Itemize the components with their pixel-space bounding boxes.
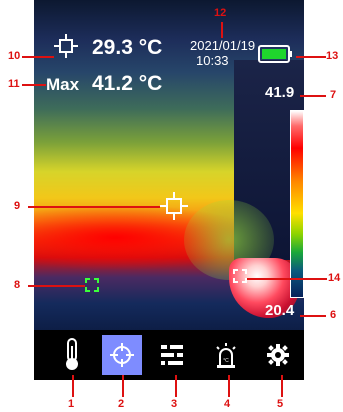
callout-line-9 xyxy=(28,206,160,208)
center-temperature: 29.3 °C xyxy=(92,36,163,59)
sliders-button[interactable] xyxy=(152,335,192,375)
center-crosshair-icon xyxy=(160,192,188,220)
time: 10:33 xyxy=(196,53,229,68)
battery-icon xyxy=(258,44,294,64)
callout-3: 3 xyxy=(171,398,178,410)
callout-12: 12 xyxy=(214,7,227,19)
settings-button[interactable] xyxy=(258,335,298,375)
callout-14: 14 xyxy=(328,272,341,284)
max-temperature: 41.2 °C xyxy=(92,72,163,95)
callout-line-14 xyxy=(247,278,327,280)
callout-line-11 xyxy=(22,84,46,86)
callout-line-10 xyxy=(22,56,54,58)
max-temperature-marker-icon xyxy=(233,269,247,283)
alarm-button[interactable]: °C xyxy=(206,335,246,375)
svg-text:°C: °C xyxy=(223,358,229,364)
center-crosshair-small-icon xyxy=(54,34,78,58)
alarm-icon: °C xyxy=(216,343,236,368)
scale-min: 20.4 xyxy=(265,302,295,319)
callout-line-12 xyxy=(221,22,223,38)
sliders-icon xyxy=(161,344,183,366)
callout-13: 13 xyxy=(326,50,339,62)
callout-line-13 xyxy=(296,56,326,58)
scale-max: 41.9 xyxy=(265,84,295,101)
callout-5: 5 xyxy=(277,398,284,410)
min-temperature-marker-icon xyxy=(85,278,99,292)
callout-4: 4 xyxy=(224,398,231,410)
thermometer-icon xyxy=(66,338,78,370)
callout-2: 2 xyxy=(118,398,125,410)
date: 2021/01/19 xyxy=(190,38,256,53)
gear-icon xyxy=(267,344,289,366)
callout-line-1 xyxy=(72,375,74,397)
callout-11: 11 xyxy=(8,78,20,90)
callout-line-5 xyxy=(281,375,283,397)
callout-8: 8 xyxy=(14,279,21,291)
callout-6: 6 xyxy=(330,309,337,321)
thermometer-button[interactable] xyxy=(52,335,92,375)
callout-line-8 xyxy=(28,285,85,287)
callout-10: 10 xyxy=(8,50,21,62)
callout-line-3 xyxy=(175,375,177,397)
color-scale-bar xyxy=(290,110,304,298)
max-label: Max xyxy=(46,75,80,94)
callout-1: 1 xyxy=(68,398,75,410)
callout-line-7 xyxy=(300,95,326,97)
callout-7: 7 xyxy=(330,89,337,101)
crosshair-button[interactable] xyxy=(102,335,142,375)
callout-line-2 xyxy=(122,375,124,397)
callout-9: 9 xyxy=(14,200,21,212)
callout-line-6 xyxy=(300,315,326,317)
crosshair-icon xyxy=(110,343,134,367)
callout-line-4 xyxy=(228,375,230,397)
